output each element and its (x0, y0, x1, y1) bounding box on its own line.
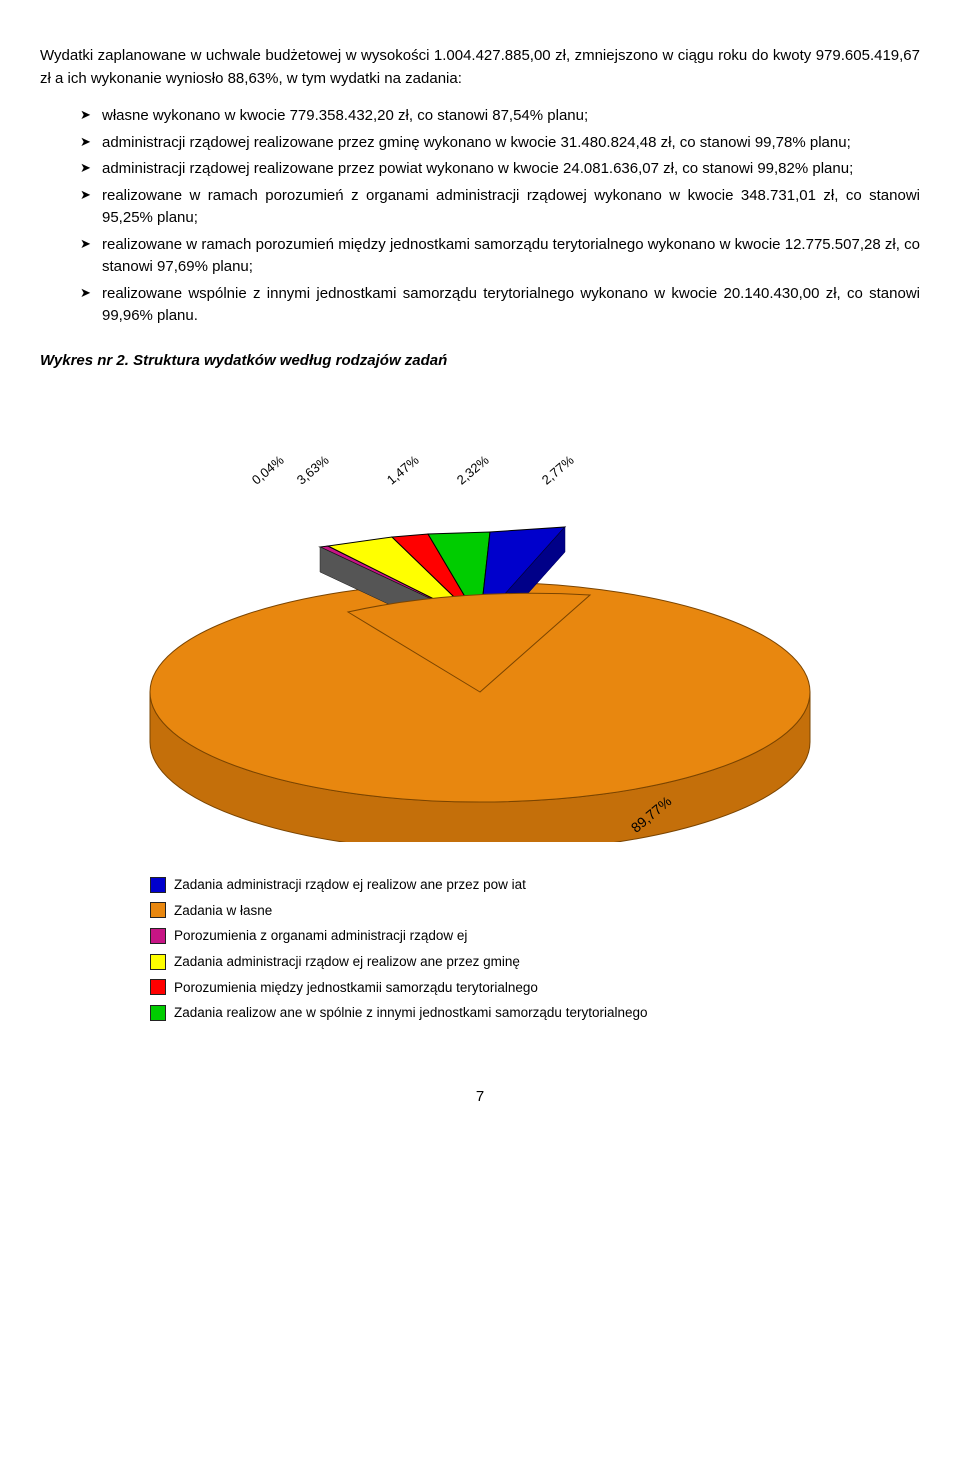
pie-svg (90, 492, 870, 842)
slice-label: 2,77% (537, 451, 578, 490)
legend-item: Zadania realizow ane w spólnie z innymi … (150, 1000, 870, 1026)
legend-swatch (150, 979, 166, 995)
intro-paragraph: Wydatki zaplanowane w uchwale budżetowej… (40, 45, 920, 90)
slice-label: 3,63% (292, 451, 333, 490)
list-item: realizowane w ramach porozumień między j… (80, 234, 920, 279)
legend-label: Zadania administracji rządow ej realizow… (174, 949, 520, 975)
list-item: własne wykonano w kwocie 779.358.432,20 … (80, 105, 920, 128)
legend-item: Porozumienia z organami administracji rz… (150, 923, 870, 949)
legend-swatch (150, 928, 166, 944)
legend-swatch (150, 902, 166, 918)
list-item: realizowane wspólnie z innymi jednostkam… (80, 283, 920, 328)
legend-label: Porozumienia między jednostkamii samorzą… (174, 975, 538, 1001)
bullet-list: własne wykonano w kwocie 779.358.432,20 … (40, 105, 920, 328)
legend-label: Zadania w łasne (174, 898, 272, 924)
list-item: realizowane w ramach porozumień z organa… (80, 185, 920, 230)
slice-label: 0,04% (247, 451, 288, 490)
legend-item: Zadania w łasne (150, 898, 870, 924)
slice-label: 1,47% (382, 451, 423, 490)
legend-item: Zadania administracji rządow ej realizow… (150, 872, 870, 898)
slice-label: 2,32% (452, 451, 493, 490)
legend-label: Zadania realizow ane w spólnie z innymi … (174, 1000, 648, 1026)
page-number: 7 (40, 1086, 920, 1109)
legend-item: Zadania administracji rządow ej realizow… (150, 949, 870, 975)
legend-swatch (150, 877, 166, 893)
legend-item: Porozumienia między jednostkamii samorzą… (150, 975, 870, 1001)
legend-swatch (150, 954, 166, 970)
legend-swatch (150, 1005, 166, 1021)
chart-legend: Zadania administracji rządow ej realizow… (150, 872, 870, 1026)
list-item: administracji rządowej realizowane przez… (80, 158, 920, 181)
list-item: administracji rządowej realizowane przez… (80, 132, 920, 155)
legend-label: Porozumienia z organami administracji rz… (174, 923, 467, 949)
legend-label: Zadania administracji rządow ej realizow… (174, 872, 526, 898)
chart-title: Wykres nr 2. Struktura wydatków według r… (40, 350, 920, 373)
pie-chart: 0,04% 3,63% 1,47% 2,32% 2,77% (90, 432, 870, 1026)
